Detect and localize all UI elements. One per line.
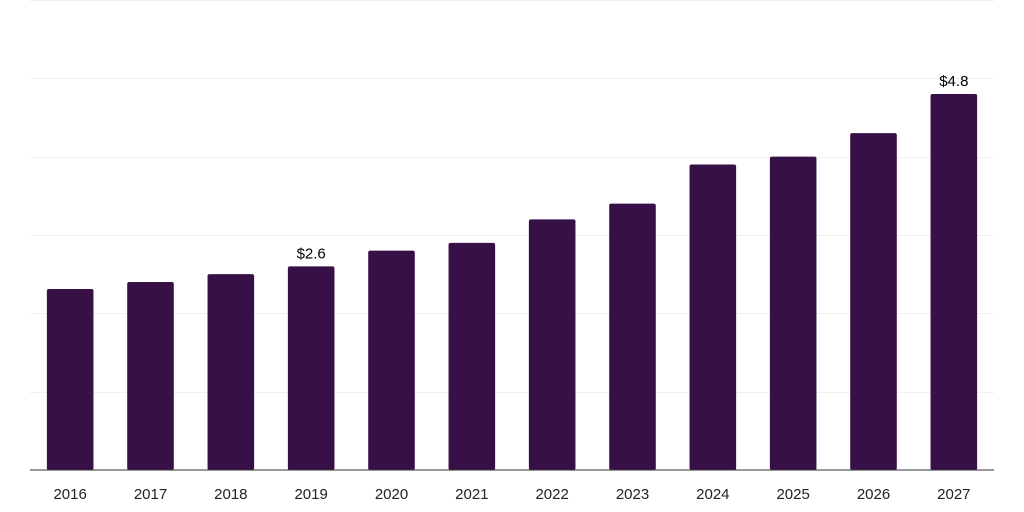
x-tick-label-2021: 2021: [455, 486, 488, 503]
x-tick-label-2023: 2023: [616, 486, 649, 503]
data-labels: $2.6 $4.8: [297, 73, 969, 262]
data-label-2027: $4.8: [939, 73, 968, 90]
x-tick-label-2018: 2018: [214, 486, 247, 503]
bar-2019[interactable]: [287, 266, 335, 470]
x-tick-label-2016: 2016: [53, 486, 86, 503]
bar-2024[interactable]: [689, 164, 737, 471]
bar-2026[interactable]: [850, 133, 897, 470]
x-axis-ticks: 2016 2017 2018 2019 2020 2021 2022 2023 2024 2025…: [53, 486, 970, 503]
x-tick-label-2019: 2019: [294, 486, 327, 503]
bars: [46, 94, 978, 471]
bar-2017[interactable]: [127, 282, 174, 470]
x-tick-label-2024: 2024: [696, 486, 729, 503]
x-tick-label-2026: 2026: [857, 486, 890, 503]
bar-2025[interactable]: [769, 156, 817, 470]
bar-2021[interactable]: [448, 242, 496, 470]
gridlines: [30, 0, 994, 393]
bar-2027[interactable]: [930, 94, 978, 470]
bar-2022[interactable]: [528, 219, 576, 470]
x-tick-label-2020: 2020: [375, 486, 408, 503]
bar-2018[interactable]: [207, 274, 255, 470]
x-tick-label-2022: 2022: [535, 486, 568, 503]
x-tick-label-2027: 2027: [937, 486, 970, 503]
x-tick-label-2025: 2025: [776, 486, 809, 503]
x-tick-label-2017: 2017: [134, 486, 167, 503]
bar-2016[interactable]: [46, 289, 94, 470]
data-label-2019: $2.6: [297, 245, 326, 262]
bar-2023[interactable]: [609, 203, 656, 470]
bar-2020[interactable]: [368, 250, 415, 470]
